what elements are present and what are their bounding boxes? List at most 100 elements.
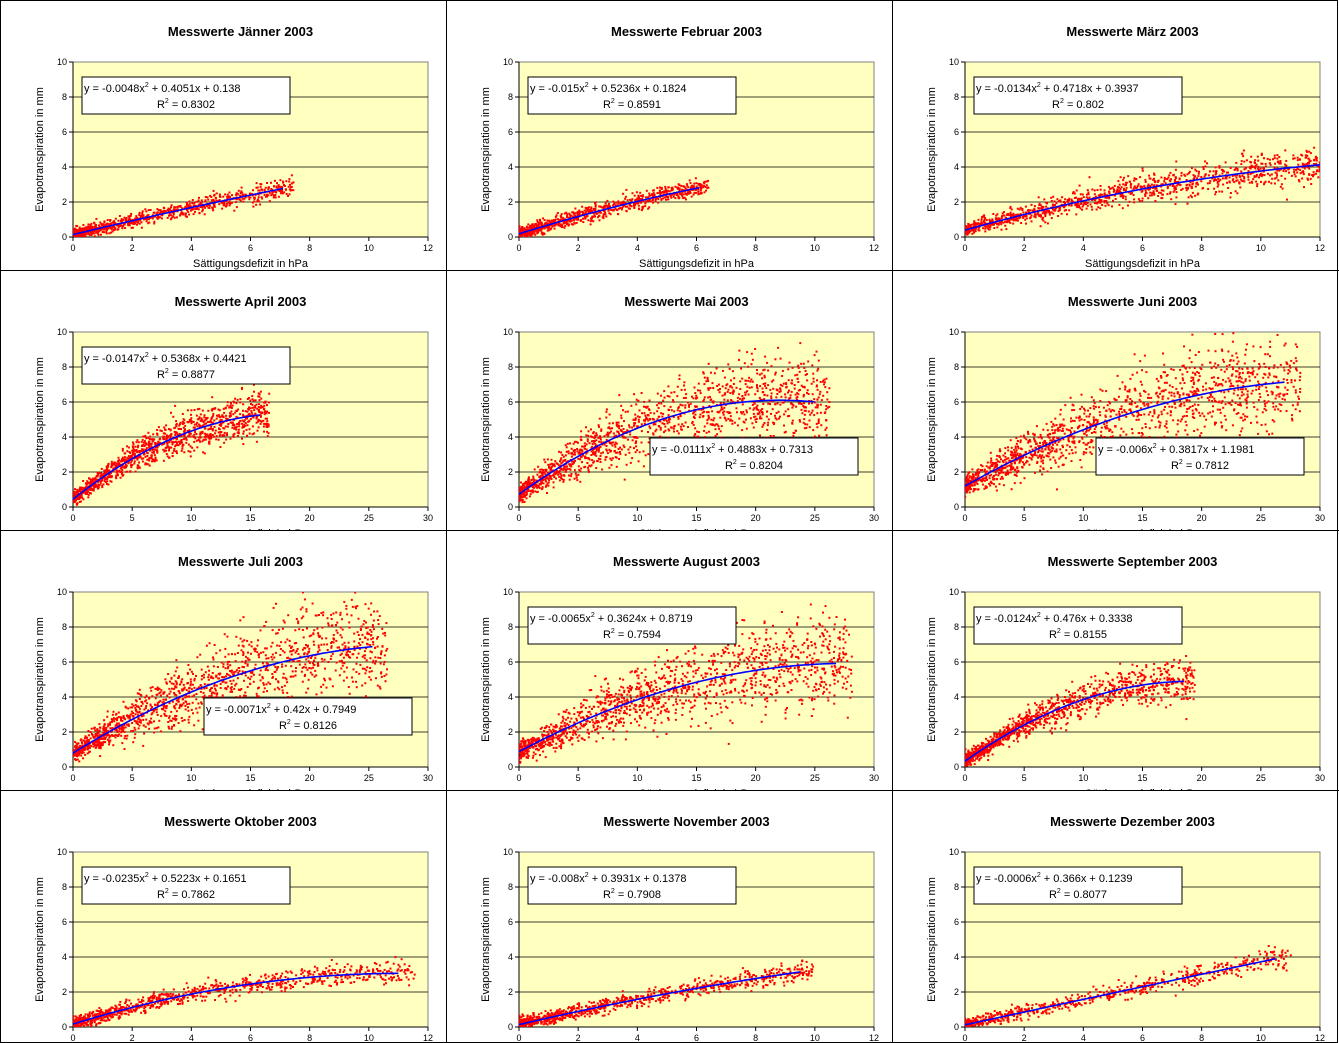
data-point (825, 426, 828, 429)
data-point (588, 470, 590, 473)
data-point (733, 421, 736, 424)
data-point (1226, 181, 1228, 184)
data-point (248, 406, 251, 409)
data-point (557, 221, 560, 224)
data-point (1206, 162, 1208, 165)
data-point (106, 476, 109, 479)
data-point (787, 408, 790, 411)
data-point (134, 470, 137, 473)
data-point (225, 417, 228, 420)
data-point (1124, 195, 1127, 198)
data-point (677, 186, 680, 189)
data-point (258, 189, 261, 192)
data-point (87, 493, 90, 496)
data-point (254, 413, 257, 416)
data-point (521, 493, 523, 496)
data-point (590, 217, 593, 220)
data-point (1068, 197, 1071, 200)
data-point (1010, 208, 1013, 211)
x-axis-label: Sättigungsdefizit in hPa (193, 258, 309, 270)
data-point (223, 202, 226, 205)
data-point (272, 194, 275, 197)
data-point (658, 191, 661, 194)
data-point (605, 215, 608, 218)
data-point (685, 393, 688, 396)
data-point (218, 420, 221, 423)
data-point (178, 428, 181, 430)
data-point (1156, 180, 1159, 183)
data-point (79, 493, 82, 496)
data-point (651, 193, 654, 196)
data-point (193, 202, 196, 205)
data-point (1332, 153, 1334, 155)
data-point (218, 199, 221, 202)
data-point (74, 488, 76, 491)
data-point (1309, 152, 1312, 155)
data-point (708, 405, 711, 407)
data-point (161, 211, 164, 214)
data-point (215, 438, 218, 441)
data-point (264, 186, 267, 189)
data-point (173, 441, 176, 444)
data-point (1094, 195, 1097, 198)
data-point (241, 426, 244, 429)
data-point (257, 406, 260, 408)
plot-area (518, 331, 875, 508)
data-point (1160, 189, 1163, 192)
data-point (1065, 209, 1067, 212)
data-point (212, 209, 215, 212)
data-point (766, 410, 768, 413)
data-point (258, 200, 261, 203)
data-point (1303, 167, 1306, 170)
data-point (205, 418, 208, 421)
data-point (1122, 183, 1125, 186)
data-point (1247, 173, 1250, 176)
data-point (664, 418, 667, 421)
data-point (183, 429, 186, 432)
data-point (652, 201, 654, 204)
data-point (117, 462, 120, 465)
data-point (213, 426, 216, 428)
data-point (123, 452, 126, 455)
data-point (171, 443, 174, 446)
data-point (581, 445, 583, 448)
data-point (193, 409, 196, 411)
data-point (1045, 205, 1048, 208)
data-point (255, 440, 258, 443)
data-point (1127, 204, 1129, 207)
data-point (541, 231, 544, 234)
data-point (127, 222, 130, 225)
data-point (246, 398, 249, 400)
data-point (238, 425, 241, 428)
data-point (1153, 184, 1156, 187)
data-point (557, 223, 560, 226)
y-tick-label: 0 (954, 232, 959, 242)
data-point (75, 233, 78, 236)
data-point (1195, 170, 1198, 173)
data-point (153, 454, 156, 457)
data-point (1133, 185, 1136, 188)
data-point (259, 422, 262, 425)
data-point (237, 408, 240, 411)
y-tick-label: 8 (62, 92, 67, 102)
data-point (1037, 207, 1040, 209)
data-point (527, 233, 530, 236)
data-point (91, 226, 94, 229)
data-point (559, 214, 562, 217)
data-point (707, 380, 710, 382)
data-point (131, 464, 134, 466)
data-point (759, 434, 761, 437)
data-point (1264, 162, 1267, 165)
data-point (1191, 182, 1194, 185)
data-point (616, 209, 619, 212)
data-point (698, 192, 701, 195)
data-point (1180, 171, 1183, 174)
data-point (989, 219, 992, 222)
data-point (138, 451, 141, 454)
data-point (199, 435, 202, 438)
data-point (649, 194, 652, 197)
data-point (572, 219, 575, 222)
data-point (1088, 176, 1091, 179)
data-point (281, 186, 284, 189)
data-point (1218, 174, 1221, 177)
